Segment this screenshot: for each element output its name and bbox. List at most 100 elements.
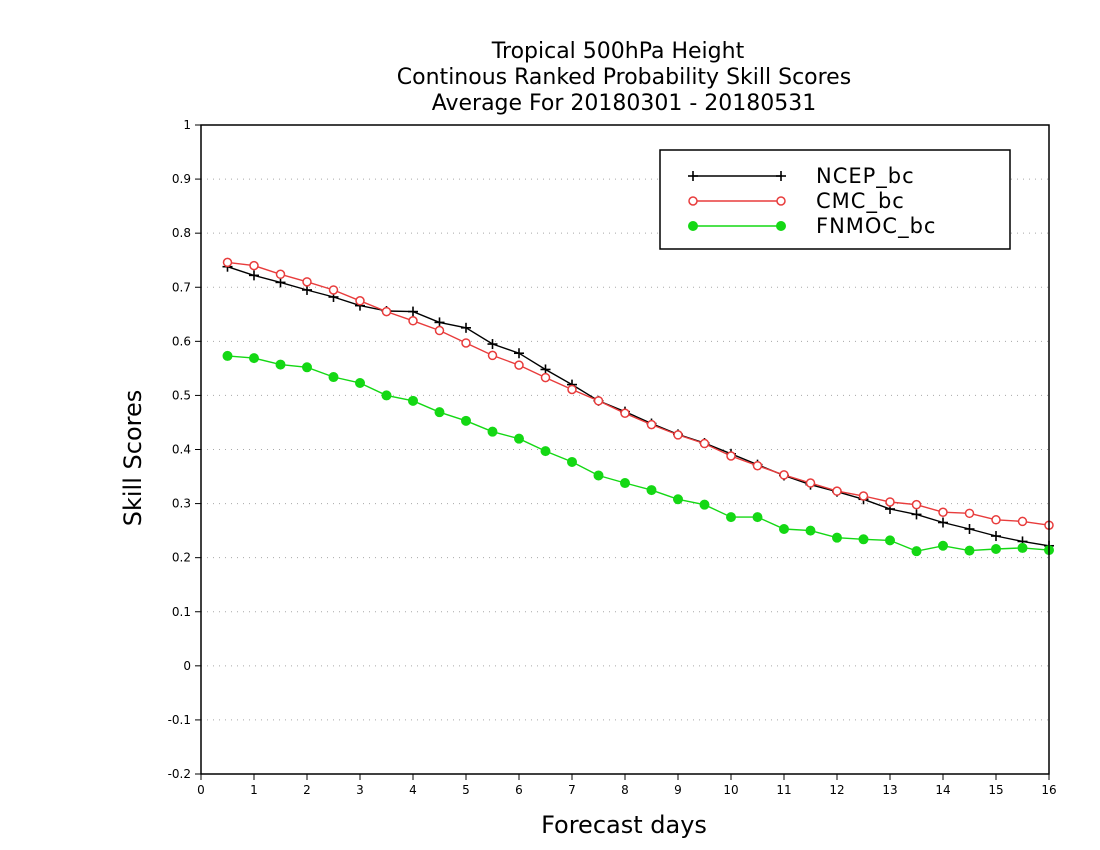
data-point-NCEP_bc [964,524,975,535]
data-point-NCEP_bc [991,531,1001,542]
data-point-FNMOC_bc [991,544,1001,555]
data-point-CMC_bc [355,296,365,306]
data-point-NCEP_bc [275,277,286,288]
data-point-FNMOC_bc [646,485,657,496]
y-tick-label: 1 [183,118,191,132]
data-point-CMC_bc [381,306,392,317]
data-point-FNMOC_bc [805,525,816,536]
title-line-2: Continous Ranked Probability Skill Score… [397,65,851,90]
x-tick-label: 15 [988,783,1003,797]
y-tick-label: 0.2 [172,551,191,565]
data-point-NCEP_bc [434,317,445,328]
data-point-NCEP_bc [302,284,312,295]
x-tick-label: 2 [303,783,311,797]
data-point-CMC_bc [408,316,418,326]
data-point-FNMOC_bc [487,426,498,437]
legend-entry-CMC_bc: CMC_bc [688,189,905,214]
data-point-NCEP_bc [938,517,948,528]
x-tick-label: 4 [409,783,417,797]
data-point-NCEP_bc [249,270,259,281]
y-tick-label: -0.2 [168,767,191,781]
data-point-NCEP_bc [911,509,922,520]
data-point-CMC_bc [779,470,789,480]
data-point-FNMOC_bc [726,512,736,523]
data-point-FNMOC_bc [249,353,259,364]
data-point-CMC_bc [885,497,895,507]
data-point-FNMOC_bc [514,433,524,444]
data-point-CMC_bc [673,430,683,440]
legend-label: CMC_bc [816,189,905,214]
data-point-CMC_bc [434,325,445,336]
chart-title: Tropical 500hPa Height Continous Ranked … [397,39,851,116]
data-point-FNMOC_bc [832,532,842,543]
y-tick-label: 0.6 [172,334,191,348]
x-tick-label: 9 [674,783,682,797]
legend-box [659,149,1011,250]
series-FNMOC_bc [222,350,1054,557]
data-point-CMC_bc [593,396,604,406]
data-point-FNMOC_bc [1017,542,1028,553]
data-point-FNMOC_bc [752,512,763,523]
data-point-NCEP_bc [514,348,524,359]
x-tick-label: 6 [515,783,523,797]
data-point-CMC_bc [620,408,630,419]
x-tick-label: 3 [356,783,364,797]
title-line-1: Tropical 500hPa Height [491,39,745,64]
data-point-FNMOC_bc [222,350,233,361]
y-tick-label: 0.8 [172,226,191,240]
x-tick-label: 10 [723,783,738,797]
data-point-FNMOC_bc [302,362,312,373]
legend-marker [688,196,698,206]
x-tick-label: 11 [776,783,791,797]
data-point-CMC_bc [832,486,842,496]
legend-marker [776,196,786,206]
data-point-FNMOC_bc [964,545,975,556]
data-point-NCEP_bc [487,339,498,350]
series-CMC_bc [222,257,1054,530]
x-tick-label: 12 [829,783,844,797]
y-tick-label: 0.4 [172,443,191,457]
data-point-NCEP_bc [408,306,418,317]
series-line-NCEP_bc [227,266,1050,547]
series-line-CMC_bc [227,261,1050,526]
data-point-CMC_bc [249,260,259,271]
data-point-CMC_bc [1017,516,1028,527]
data-point-FNMOC_bc [911,546,922,557]
data-point-FNMOC_bc [408,395,418,406]
plot-frame [200,124,1050,775]
data-point-FNMOC_bc [938,540,948,551]
x-tick-label: 0 [197,783,205,797]
data-point-FNMOC_bc [328,372,339,383]
data-point-FNMOC_bc [593,470,604,481]
legend-entry-NCEP_bc: NCEP_bc [688,164,915,189]
title-line-3: Average For 20180301 - 20180531 [432,91,817,116]
data-point-CMC_bc [726,451,736,461]
y-tick-label: 0 [183,659,191,673]
data-point-FNMOC_bc [673,494,683,505]
data-point-FNMOC_bc [858,534,869,545]
x-tick-label: 7 [568,783,576,797]
legend-entry-FNMOC_bc: FNMOC_bc [688,214,935,239]
data-point-FNMOC_bc [885,535,895,546]
y-tick-label: 0.9 [172,172,191,186]
x-tick-label: 1 [250,783,258,797]
data-point-FNMOC_bc [434,407,445,418]
data-point-FNMOC_bc [779,524,789,535]
data-point-CMC_bc [964,508,975,519]
data-point-NCEP_bc [540,364,551,375]
series-NCEP_bc [222,261,1054,551]
data-point-FNMOC_bc [461,415,471,426]
x-tick-label: 16 [1041,783,1056,797]
data-point-CMC_bc [540,372,551,383]
data-point-FNMOC_bc [567,456,577,467]
legend-label: NCEP_bc [816,164,915,189]
y-tick-label: 0.3 [172,497,191,511]
data-point-FNMOC_bc [620,478,630,489]
data-point-CMC_bc [275,269,286,280]
data-point-CMC_bc [567,384,577,395]
data-point-FNMOC_bc [275,359,286,370]
data-point-CMC_bc [991,515,1001,525]
data-point-CMC_bc [752,460,763,471]
data-point-CMC_bc [699,438,710,449]
